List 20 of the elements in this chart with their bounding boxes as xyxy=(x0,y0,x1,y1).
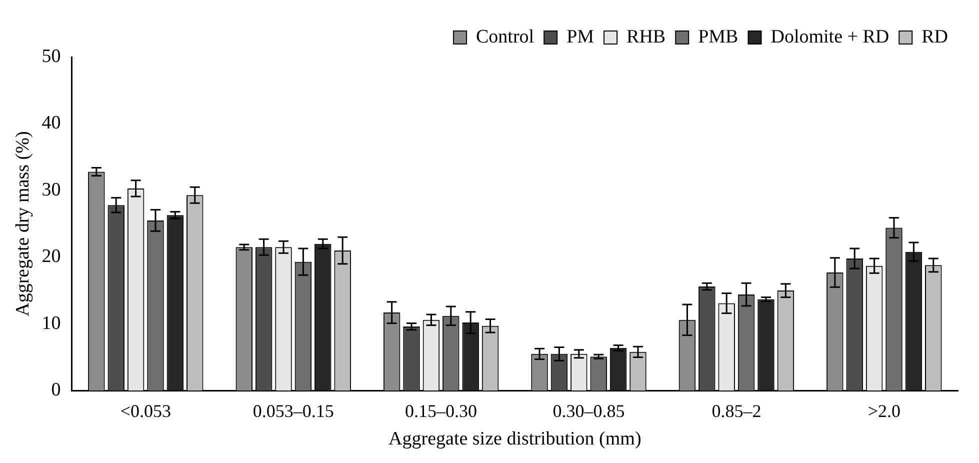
y-tick-label: 0 xyxy=(51,380,61,401)
x-tick-label: 0.85–2 xyxy=(712,401,762,422)
y-axis-title: Aggregate dry mass (%) xyxy=(12,131,34,316)
legend-label: Control xyxy=(476,26,534,48)
y-tick-label: 50 xyxy=(42,46,61,67)
legend-label: PM xyxy=(566,26,594,48)
y-tick-label: 30 xyxy=(42,179,61,200)
x-tick-label: 0.30–0.85 xyxy=(552,401,625,422)
x-tick-label: <0.053 xyxy=(120,401,171,422)
legend-label: RD xyxy=(922,26,948,48)
x-tick-label: >2.0 xyxy=(868,401,900,422)
x-axis-title: Aggregate size distribution (mm) xyxy=(388,428,642,450)
legend-label: Dolomite + RD xyxy=(770,26,890,48)
y-tick-label: 40 xyxy=(42,112,61,134)
y-tick-label: 20 xyxy=(42,246,61,268)
x-tick-label: 0.15–0.30 xyxy=(405,401,478,422)
legend-label: PMB xyxy=(698,26,738,48)
y-tick-label: 10 xyxy=(42,312,61,334)
x-tick-label: 0.053–0.15 xyxy=(252,401,334,422)
legend-label: RHB xyxy=(626,26,666,48)
